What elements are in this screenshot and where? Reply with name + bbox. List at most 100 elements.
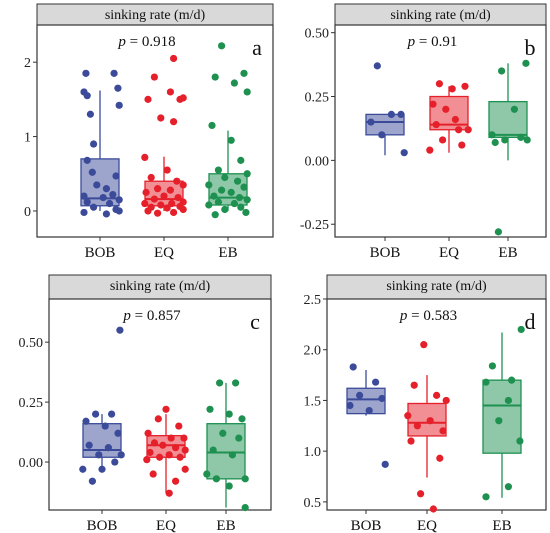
- data-point: [115, 196, 123, 204]
- p-value-number: = 0.918: [126, 34, 176, 50]
- data-point: [218, 42, 226, 50]
- data-point: [157, 114, 165, 122]
- data-point: [349, 363, 357, 371]
- data-point: [181, 446, 189, 454]
- data-point: [144, 207, 152, 215]
- data-point: [225, 410, 233, 418]
- x-tick-label: EQ: [154, 245, 174, 261]
- data-point: [433, 391, 441, 399]
- data-point: [88, 477, 96, 485]
- data-point: [237, 156, 245, 164]
- data-point: [435, 80, 443, 88]
- p-value-symbol: p: [399, 308, 408, 324]
- data-point: [159, 441, 167, 449]
- x-tick-label: EQ: [417, 518, 437, 533]
- data-point: [144, 429, 152, 437]
- data-point: [464, 126, 472, 134]
- data-point: [404, 412, 412, 420]
- data-point: [429, 100, 437, 108]
- p-value-number: = 0.91: [415, 34, 457, 50]
- data-point: [83, 198, 91, 206]
- data-point: [448, 85, 456, 93]
- data-point: [235, 434, 243, 442]
- data-point: [495, 417, 503, 425]
- data-point: [110, 69, 118, 77]
- data-point: [102, 210, 110, 218]
- data-point: [439, 136, 447, 144]
- data-point: [381, 460, 389, 468]
- box: [482, 379, 522, 454]
- data-point: [426, 417, 434, 425]
- x-tick-label: EQ: [439, 245, 459, 261]
- y-tick-label: 0.50: [305, 27, 330, 42]
- data-point: [461, 82, 469, 90]
- p-value: p = 0.91: [407, 34, 458, 50]
- data-point: [243, 196, 251, 204]
- data-point: [179, 205, 187, 214]
- p-value: p = 0.857: [122, 308, 181, 324]
- data-point: [230, 79, 238, 87]
- panel-label: c: [250, 309, 260, 334]
- data-point: [420, 341, 428, 349]
- p-value-number: = 0.583: [407, 308, 457, 324]
- y-tick-label: 0.25: [19, 396, 44, 411]
- x-tick-label: EQ: [156, 518, 176, 533]
- data-point: [356, 391, 364, 399]
- data-point: [458, 141, 466, 149]
- data-point: [102, 185, 110, 193]
- x-tick-label: BOB: [351, 518, 382, 533]
- data-point: [516, 437, 524, 445]
- box: [488, 100, 528, 139]
- box: [82, 423, 122, 458]
- data-point: [92, 410, 100, 418]
- data-point: [146, 448, 154, 457]
- data-point: [227, 188, 235, 196]
- data-point: [205, 201, 213, 209]
- panel-a: sinking rate (m/d) 0 1 2 BOB EQ EB p = 0.918 a: [24, 3, 274, 261]
- data-point: [429, 505, 437, 513]
- data-point: [372, 378, 380, 386]
- data-point: [451, 115, 459, 124]
- data-point: [163, 166, 171, 174]
- panel-label: b: [525, 35, 536, 60]
- data-point: [80, 192, 88, 200]
- data-point: [150, 73, 158, 81]
- data-point: [79, 465, 87, 473]
- panel-d: sinking rate (m/d) 0.5 1.0 1.5 2.0 2.5 BOB EQ EB…: [304, 274, 547, 533]
- data-point: [243, 170, 251, 178]
- data-point: [210, 192, 218, 200]
- data-point: [141, 153, 149, 162]
- data-point: [83, 92, 91, 100]
- data-point: [162, 405, 170, 413]
- data-point: [378, 131, 386, 139]
- x-tick-label: EB: [218, 245, 237, 261]
- data-point: [176, 95, 184, 103]
- y-tick-label: 0.5: [304, 496, 322, 511]
- data-point: [174, 193, 182, 202]
- data-point: [498, 67, 506, 75]
- data-point: [172, 444, 180, 452]
- data-point: [156, 453, 164, 461]
- data-point: [237, 203, 245, 211]
- data-point: [170, 118, 178, 126]
- y-tick-label: 2: [24, 56, 31, 71]
- data-point: [219, 429, 227, 437]
- data-point: [109, 191, 117, 199]
- strip-header: [48, 274, 272, 300]
- data-point: [98, 465, 106, 473]
- data-point: [367, 118, 375, 126]
- data-point: [426, 146, 434, 154]
- data-point: [90, 203, 98, 211]
- data-point: [221, 205, 229, 214]
- data-point: [501, 136, 509, 144]
- data-point: [208, 121, 216, 130]
- data-point: [417, 490, 425, 498]
- data-point: [494, 228, 502, 236]
- strip-title: sinking rate (m/d): [390, 8, 491, 23]
- data-point: [80, 208, 88, 217]
- data-point: [212, 475, 220, 483]
- data-point: [179, 181, 187, 189]
- data-point: [235, 193, 244, 202]
- data-point: [400, 149, 408, 157]
- data-point: [488, 131, 496, 139]
